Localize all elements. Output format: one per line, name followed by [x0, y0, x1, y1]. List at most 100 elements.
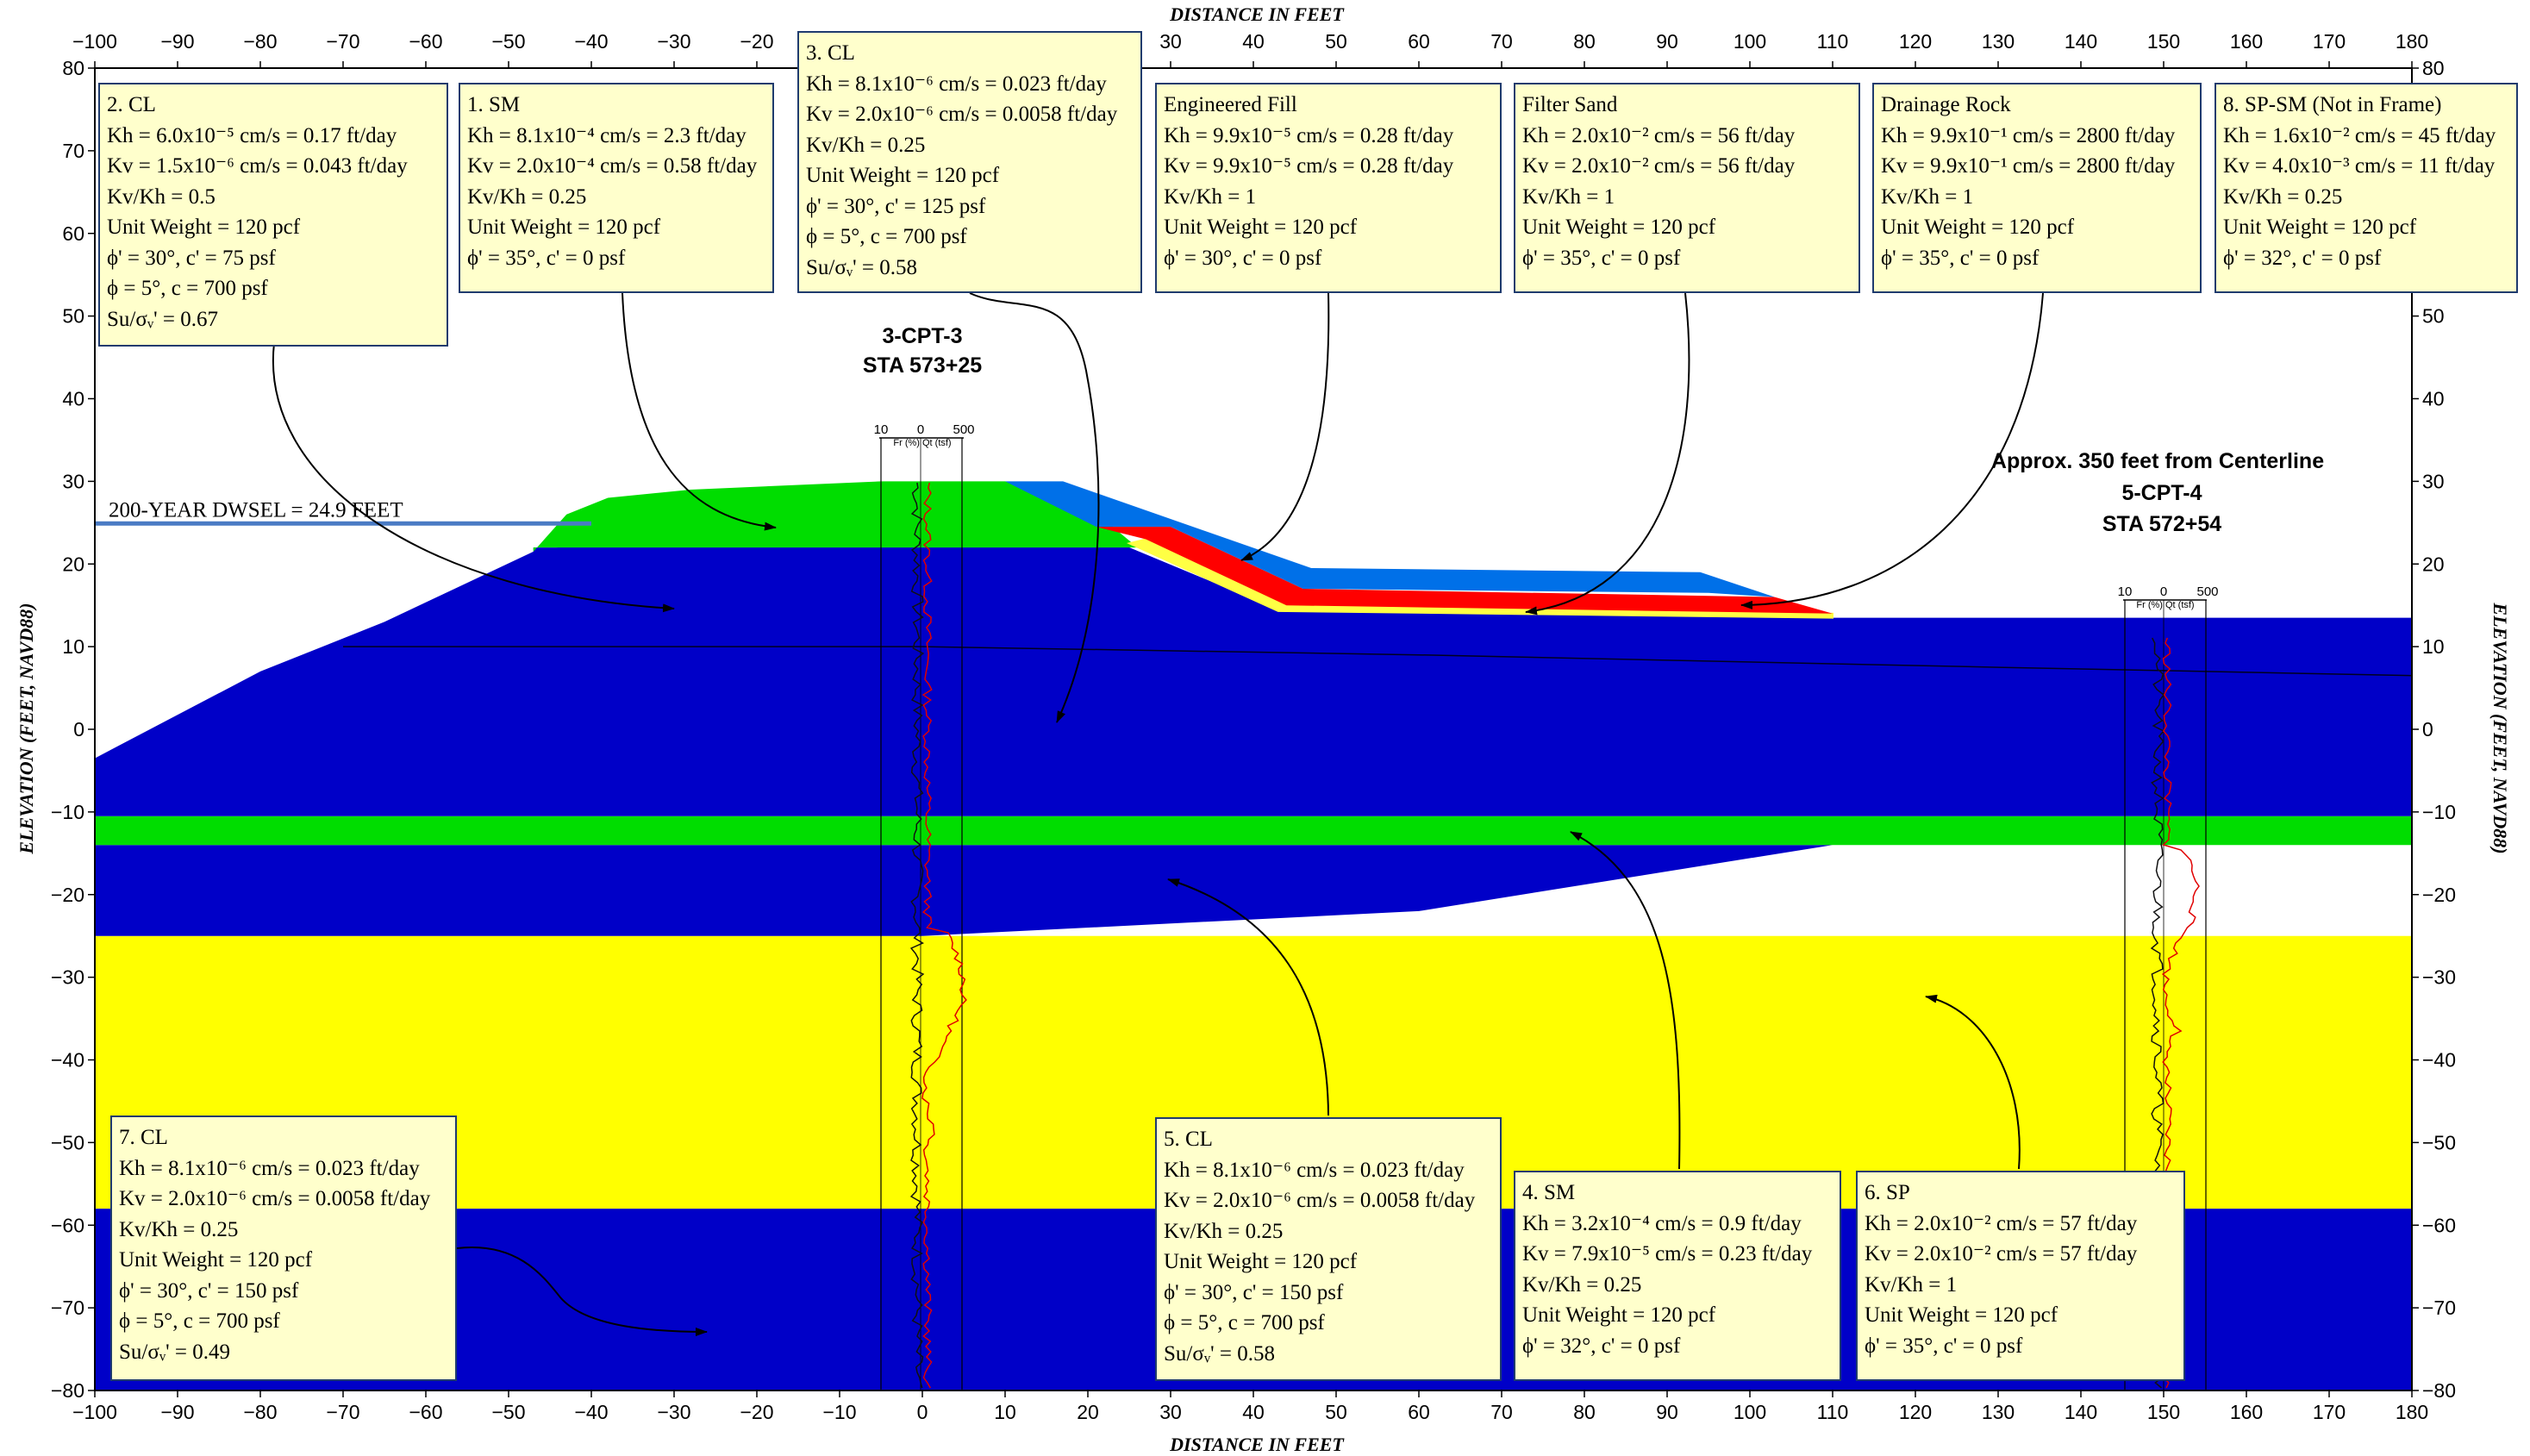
- x-axis-top-tick-label: 140: [2065, 30, 2097, 53]
- material-cl3-drained: ϕ' = 30°, c' = 125 psf: [806, 194, 986, 218]
- x-axis-top-tick-label: 100: [1734, 30, 1766, 53]
- leader-arrow-sp6: [1925, 994, 2021, 1170]
- x-axis-bottom-tick-label: −80: [243, 1401, 277, 1423]
- y-axis-right-tick-label: −70: [2422, 1297, 2456, 1319]
- material-sp6-drained: ϕ' = 35°, c' = 0 psf: [1865, 1334, 2023, 1358]
- material-sp6-title: 6. SP: [1865, 1181, 1910, 1204]
- y-axis-right-tick-label: −30: [2422, 966, 2456, 989]
- material-filter-kh: Kh = 2.0x10⁻² cm/s = 56 ft/day: [1522, 123, 1796, 147]
- y-axis-right-tick-label: 10: [2422, 635, 2445, 658]
- cpt3-name: 3-CPT-3: [882, 324, 962, 348]
- x-axis-top-tick-label: 150: [2147, 30, 2180, 53]
- material-sm1-drained: ϕ' = 35°, c' = 0 psf: [467, 246, 626, 270]
- x-axis-bottom-tick-label: 120: [1899, 1401, 1932, 1423]
- x-axis-top-tick-label: −100: [72, 30, 117, 53]
- material-cl5-unit-weight: Unit Weight = 120 pcf: [1164, 1250, 1358, 1273]
- material-cl5-kh: Kh = 8.1x10⁻⁶ cm/s = 0.023 ft/day: [1164, 1158, 1465, 1182]
- y-axis-left-tick-label: 50: [62, 305, 84, 328]
- y-axis-left-tick-label: −80: [51, 1379, 84, 1402]
- x-axis-top-tick-label: 160: [2230, 30, 2263, 53]
- x-axis-top-tick-label: −50: [491, 30, 525, 53]
- material-fill-title: Engineered Fill: [1164, 93, 1297, 116]
- x-axis-bottom-tick-label: 40: [1242, 1401, 1265, 1423]
- x-axis-bottom-tick-label: 30: [1159, 1401, 1182, 1423]
- x-axis-bottom-tick-label: −60: [409, 1401, 442, 1423]
- x-axis-top-tick-label: 120: [1899, 30, 1932, 53]
- cpt4-distance-note: Approx. 350 feet from Centerline: [1991, 449, 2324, 473]
- x-axis-bottom-tick-label: −40: [574, 1401, 608, 1423]
- y-axis-left-tick-label: 60: [62, 222, 84, 245]
- material-cl7-undrained: ϕ = 5°, c = 700 psf: [119, 1309, 280, 1333]
- y-axis-right-tick-label: −20: [2422, 884, 2456, 906]
- x-axis-top-tick-label: 80: [1573, 30, 1596, 53]
- cpt4-tick-fr: 10: [2118, 584, 2133, 599]
- material-sm4-kv: Kv = 7.9x10⁻⁵ cm/s = 0.23 ft/day: [1522, 1242, 1813, 1265]
- material-rock-title: Drainage Rock: [1881, 93, 2011, 116]
- x-axis-title-bottom: DISTANCE IN FEET: [1169, 1434, 1345, 1455]
- drainage-rock: [1096, 527, 1833, 614]
- material-filter-kv: Kv = 2.0x10⁻² cm/s = 56 ft/day: [1522, 154, 1796, 178]
- x-axis-top-tick-label: 170: [2313, 30, 2346, 53]
- x-axis-bottom-tick-label: 100: [1734, 1401, 1766, 1423]
- y-axis-right-tick-label: −80: [2422, 1379, 2456, 1402]
- x-axis-top-tick-label: −40: [574, 30, 608, 53]
- cpt3-tip-resistance-trace: [921, 482, 967, 1389]
- cpt4-name: 5-CPT-4: [2121, 481, 2202, 505]
- cpt3-friction-ratio-trace: [909, 482, 925, 1389]
- y-axis-right-tick-label: 40: [2422, 388, 2445, 410]
- x-axis-top-tick-label: −30: [657, 30, 690, 53]
- cpt4-header: Fr (%) Qt (tsf): [2136, 600, 2194, 610]
- material-spsm8-ratio: Kv/Kh = 0.25: [2223, 184, 2343, 209]
- x-axis-top-tick-label: −20: [740, 30, 773, 53]
- cpt3-tick-qt: 500: [953, 422, 974, 437]
- y-axis-right-tick-label: −10: [2422, 801, 2456, 823]
- leader-arrow-rock: [1740, 292, 2044, 609]
- material-cl2-undrained: ϕ = 5°, c = 700 psf: [107, 277, 268, 300]
- x-axis-top-tick-label: 90: [1656, 30, 1678, 53]
- material-rock-ratio: Kv/Kh = 1: [1881, 184, 1974, 209]
- material-cl2-unit-weight: Unit Weight = 120 pcf: [107, 216, 301, 239]
- cpt3-station: STA 573+25: [863, 353, 982, 378]
- x-axis-bottom-tick-label: 130: [1982, 1401, 2015, 1423]
- material-filter-drained: ϕ' = 35°, c' = 0 psf: [1522, 246, 1681, 270]
- y-axis-left-tick-label: −40: [51, 1049, 84, 1072]
- material-fill-kh: Kh = 9.9x10⁻⁵ cm/s = 0.28 ft/day: [1164, 123, 1454, 147]
- material-sp6-kv: Kv = 2.0x10⁻² cm/s = 57 ft/day: [1865, 1242, 2138, 1265]
- material-cl5-undrained: ϕ = 5°, c = 700 psf: [1164, 1311, 1325, 1334]
- x-axis-bottom-tick-label: −90: [160, 1401, 194, 1423]
- material-spsm8-drained: ϕ' = 32°, c' = 0 psf: [2223, 246, 2382, 270]
- x-axis-bottom-tick-label: −20: [740, 1401, 773, 1423]
- cpt3-tick-fr: 10: [874, 422, 889, 437]
- material-sm1-title: 1. SM: [467, 93, 521, 116]
- material-sp6-ratio: Kv/Kh = 1: [1865, 1272, 1958, 1297]
- material-cl7-ratio: Kv/Kh = 0.25: [119, 1217, 239, 1241]
- layer-3-cl-clay: [95, 547, 2412, 816]
- y-axis-left-tick-label: −30: [51, 966, 84, 989]
- cpt4-station: STA 572+54: [2102, 512, 2221, 536]
- leader-arrow-sm4: [1570, 831, 1681, 1170]
- material-fill-ratio: Kv/Kh = 1: [1164, 184, 1257, 209]
- material-rock-drained: ϕ' = 35°, c' = 0 psf: [1881, 246, 2040, 270]
- cpt3-header: Fr (%) Qt (tsf): [893, 438, 951, 448]
- material-sm1-ratio: Kv/Kh = 0.25: [467, 184, 587, 209]
- material-sp6-kh: Kh = 2.0x10⁻² cm/s = 57 ft/day: [1865, 1211, 2138, 1235]
- x-axis-top-tick-label: 110: [1817, 30, 1849, 53]
- material-box-sm1: 1. SM Kh = 8.1x10⁻⁴ cm/s = 2.3 ft/day Kv…: [459, 83, 774, 293]
- y-axis-right-tick-label: 50: [2422, 305, 2445, 328]
- material-cl2-drained: ϕ' = 30°, c' = 75 psf: [107, 246, 276, 270]
- y-axis-left-tick-label: 20: [62, 553, 84, 575]
- material-sm4-title: 4. SM: [1522, 1181, 1576, 1204]
- x-axis-top-tick-label: 30: [1159, 30, 1182, 53]
- x-axis-bottom: −100 −90 −80 −70 −60 −50 −40 −30 −20 −10 0 10 20 30 40…: [72, 1390, 2428, 1423]
- x-axis-bottom-tick-label: 80: [1573, 1401, 1596, 1423]
- y-axis-right-tick-label: 80: [2422, 57, 2445, 79]
- material-sm4-drained: ϕ' = 32°, c' = 0 psf: [1522, 1334, 1681, 1358]
- y-axis-right-tick-label: −60: [2422, 1214, 2456, 1236]
- y-axis-left-tick-label: −20: [51, 884, 84, 906]
- material-filter-unit-weight: Unit Weight = 120 pcf: [1522, 216, 1716, 239]
- material-box-engineered-fill: Engineered Fill Kh = 9.9x10⁻⁵ cm/s = 0.2…: [1155, 83, 1502, 293]
- x-axis-bottom-tick-label: 0: [917, 1401, 928, 1423]
- material-cl5-su-ratio: Su/σᵥ' = 0.58: [1164, 1341, 1276, 1365]
- material-box-drainage-rock: Drainage Rock Kh = 9.9x10⁻¹ cm/s = 2800 …: [1872, 83, 2202, 293]
- x-axis-bottom-tick-label: 140: [2065, 1401, 2097, 1423]
